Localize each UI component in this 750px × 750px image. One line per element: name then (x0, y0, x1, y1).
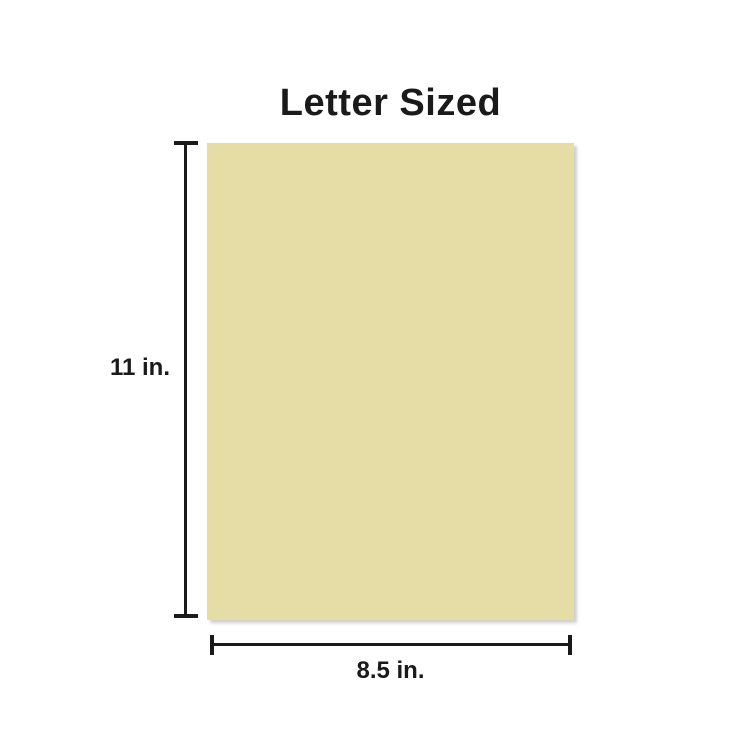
dimension-cap-right (568, 635, 572, 655)
diagram-title: Letter Sized (279, 82, 502, 124)
dimension-line-horizontal (210, 643, 572, 646)
dimension-line-vertical (184, 141, 187, 618)
height-dimension-label: 11 in. (109, 354, 170, 381)
dimension-cap-bottom (174, 614, 198, 618)
letter-paper-sheet (207, 143, 574, 620)
height-dimension-line (174, 141, 198, 618)
width-dimension-line (210, 635, 572, 655)
width-dimension-label: 8.5 in. (356, 657, 425, 684)
